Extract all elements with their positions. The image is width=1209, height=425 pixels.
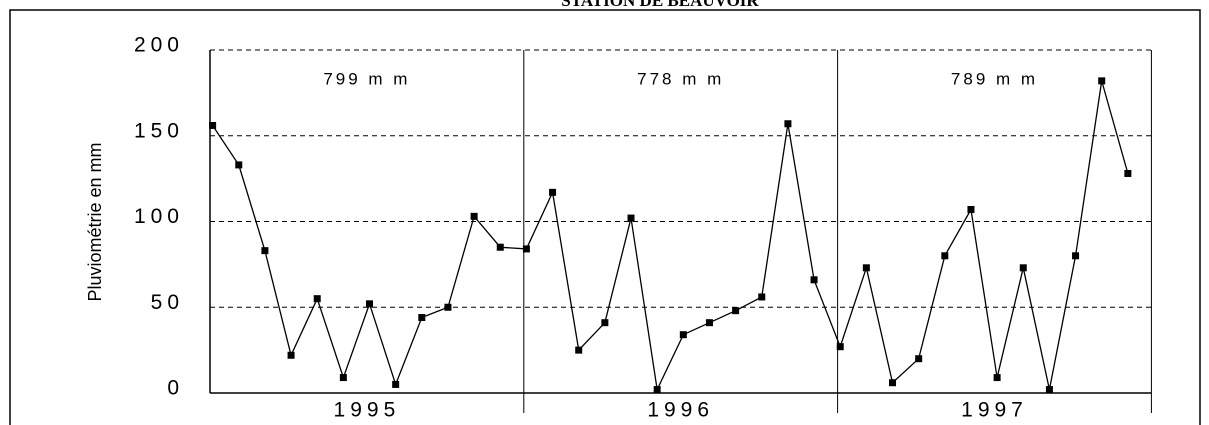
point [549, 188, 557, 196]
point [993, 374, 1001, 382]
point [444, 303, 452, 311]
point [627, 214, 635, 222]
point [1019, 264, 1027, 272]
point [967, 205, 975, 213]
point [522, 245, 530, 253]
point [889, 379, 897, 387]
point [496, 243, 504, 251]
annotation: 799 m m [323, 69, 410, 88]
y-tick-label: 50 [151, 291, 184, 314]
y-tick-label: 150 [134, 119, 184, 142]
line [212, 80, 1129, 392]
point [836, 343, 844, 351]
point [915, 355, 923, 363]
point [1098, 77, 1106, 85]
point [1045, 386, 1053, 394]
y-axis-label: Pluviométrie en mm [85, 142, 105, 301]
point [235, 161, 243, 169]
frame [9, 9, 1201, 425]
point [1072, 252, 1080, 260]
annotation: 789 m m [951, 69, 1038, 88]
point [705, 319, 713, 327]
point [287, 351, 295, 359]
point [339, 374, 347, 382]
point [679, 331, 687, 339]
point [810, 276, 818, 284]
point [313, 295, 321, 303]
annotation: 778 m m [637, 69, 724, 88]
point [732, 307, 740, 315]
point [653, 386, 661, 394]
y-tick-label: 0 [167, 377, 184, 400]
point [601, 319, 609, 327]
point [470, 212, 478, 220]
chart-title: STATION DE BEAUVOIR [561, 0, 759, 10]
y-tick-label: 200 [134, 34, 184, 57]
point [575, 346, 583, 354]
point [862, 264, 870, 272]
x-group-label: 1996 [647, 399, 714, 422]
y-tick-label: 100 [134, 205, 184, 228]
point [941, 252, 949, 260]
point [366, 300, 374, 308]
point [392, 380, 400, 388]
point [261, 247, 269, 255]
point [209, 121, 217, 129]
point [784, 120, 792, 128]
point [418, 314, 426, 322]
point [758, 293, 766, 301]
x-group-label: 1997 [961, 399, 1028, 422]
x-group-label: 1995 [334, 399, 401, 422]
point [1124, 169, 1132, 177]
